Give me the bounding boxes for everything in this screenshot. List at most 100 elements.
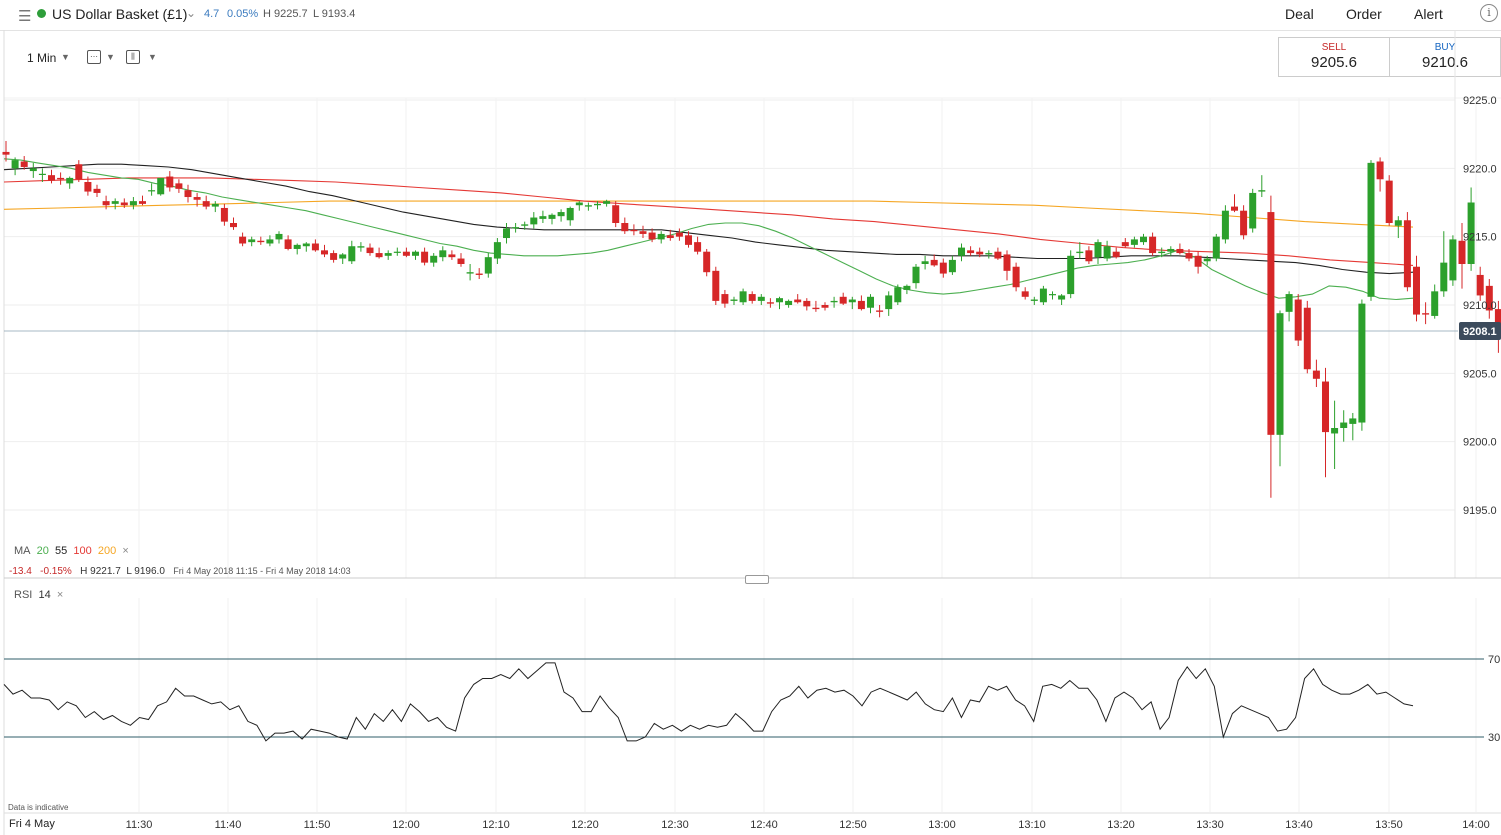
candle: [1413, 266, 1420, 315]
candle: [48, 175, 55, 181]
candle: [430, 255, 438, 263]
candle: [339, 254, 347, 259]
candle: [475, 273, 483, 275]
candle: [1440, 262, 1448, 292]
candle: [266, 239, 274, 244]
buy-price: 9210.6: [1422, 54, 1468, 71]
instrument-name[interactable]: US Dollar Basket (£1): [52, 6, 188, 22]
candle: [1340, 422, 1348, 428]
menu-icon[interactable]: ☰: [18, 8, 32, 25]
candle: [694, 242, 702, 252]
chart-type-icon[interactable]: ⋯: [87, 50, 101, 64]
market-open-indicator: [37, 9, 46, 18]
chart-type-chevron-down-icon[interactable]: ▼: [106, 52, 115, 62]
candle: [302, 243, 310, 247]
ma200-label[interactable]: 200: [97, 545, 117, 557]
candle: [311, 243, 319, 251]
indicators-chevron-down-icon[interactable]: ▼: [148, 52, 157, 62]
sell-label: SELL: [1321, 42, 1347, 53]
indicators-icon[interactable]: ⫼: [126, 50, 140, 64]
candle: [1485, 285, 1493, 311]
candle: [1140, 236, 1147, 243]
rsi-line: [3, 662, 1414, 742]
candle: [867, 296, 874, 308]
candle: [448, 254, 456, 258]
candle: [1167, 248, 1175, 252]
candle: [930, 259, 938, 266]
time-tick-label: 11:40: [215, 819, 242, 831]
candle: [1367, 162, 1375, 297]
candle: [220, 207, 228, 222]
remove-ma-icon[interactable]: ×: [122, 545, 129, 557]
candle: [739, 291, 747, 303]
candle: [530, 217, 538, 225]
candle: [721, 294, 729, 304]
daily-change: 4.7: [204, 8, 220, 20]
candle: [1285, 294, 1293, 312]
daily-low: L 9193.4: [313, 8, 356, 20]
candle: [57, 177, 65, 180]
candle: [621, 223, 629, 232]
time-tick-label: 12:20: [571, 819, 599, 831]
rsi-period[interactable]: 14: [38, 589, 51, 601]
candle: [503, 228, 510, 239]
candle: [876, 310, 884, 312]
candle: [848, 299, 856, 303]
candle: [1458, 240, 1466, 264]
candle: [239, 236, 247, 244]
ma20-label[interactable]: 20: [36, 545, 49, 557]
candle: [1212, 236, 1220, 259]
candle: [1467, 202, 1475, 264]
candle: [348, 246, 356, 262]
instrument-dropdown-chevron-icon[interactable]: ⌄: [186, 6, 197, 20]
candle: [1431, 291, 1439, 316]
candle: [730, 299, 738, 301]
pane-resize-handle[interactable]: [745, 575, 769, 584]
price-tick-label: 9210.0: [1463, 300, 1497, 312]
deal-menu[interactable]: Deal: [1285, 6, 1314, 22]
remove-rsi-icon[interactable]: ×: [56, 589, 64, 601]
candle: [84, 182, 92, 192]
candle: [102, 201, 110, 206]
time-tick-label: 13:00: [928, 819, 956, 831]
candle: [766, 302, 774, 304]
candle: [366, 247, 374, 254]
sell-button[interactable]: SELL 9205.6: [1278, 37, 1390, 77]
ma200-line: [3, 200, 1414, 228]
info-icon[interactable]: i: [1480, 4, 1498, 22]
candle: [1267, 212, 1275, 435]
daily-change-percent: 0.05%: [227, 8, 259, 20]
candle: [211, 203, 219, 207]
order-menu[interactable]: Order: [1346, 6, 1382, 22]
candle: [1358, 303, 1366, 423]
candle: [675, 232, 683, 237]
candle: [412, 251, 419, 256]
candle: [202, 201, 210, 207]
candle: [794, 299, 802, 303]
price-tick-label: 9215.0: [1463, 232, 1497, 244]
candle: [293, 244, 301, 249]
buy-button[interactable]: BUY 9210.6: [1389, 37, 1501, 77]
candle: [257, 240, 265, 243]
candle: [139, 201, 146, 204]
candle: [1076, 251, 1084, 254]
alert-menu[interactable]: Alert: [1414, 6, 1443, 22]
time-tick-label: 13:10: [1018, 819, 1046, 831]
timeframe-select[interactable]: 1 Min: [27, 51, 57, 65]
timeframe-chevron-down-icon[interactable]: ▼: [61, 52, 70, 62]
candle: [330, 253, 338, 260]
candle: [566, 207, 574, 221]
candle: [2, 151, 10, 155]
candle: [66, 177, 74, 184]
ma100-label[interactable]: 100: [73, 545, 92, 557]
candle: [712, 270, 720, 301]
candle: [1203, 258, 1211, 262]
ma55-label[interactable]: 55: [55, 545, 68, 557]
candle: [93, 188, 101, 193]
candle: [757, 296, 765, 301]
ma-legend: MA 20 55 100 200 ×: [14, 545, 129, 557]
rsi-legend: RSI 14 ×: [14, 589, 63, 601]
candle: [703, 251, 711, 273]
ma-label: MA: [14, 545, 31, 557]
